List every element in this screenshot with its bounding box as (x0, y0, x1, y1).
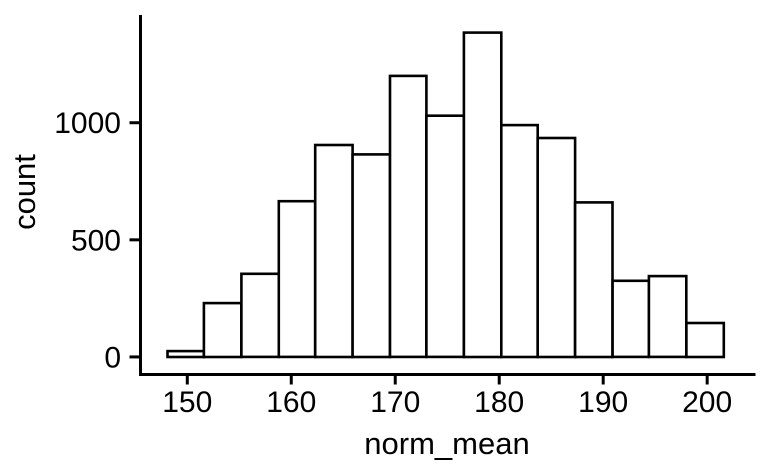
y-axis-title: count (7, 154, 42, 230)
y-tick-label: 500 (71, 224, 121, 257)
histogram-bar (277, 199, 317, 359)
x-tick-label: 170 (370, 386, 420, 419)
histogram-bar (536, 136, 577, 359)
histogram-bar (388, 74, 428, 359)
y-tick-label: 0 (104, 341, 121, 374)
histogram-bar (166, 349, 206, 359)
histogram-bar (685, 321, 726, 359)
histogram-bar (425, 114, 466, 359)
x-tick-label: 200 (682, 386, 732, 419)
y-tick-label: 1000 (54, 107, 121, 140)
histogram-bar (351, 153, 392, 359)
histogram-bar (240, 272, 281, 359)
x-tick-label: 160 (266, 386, 316, 419)
x-axis-title: norm_mean (364, 426, 529, 461)
histogram-bar (573, 201, 614, 359)
histogram-bar (202, 301, 243, 359)
y-axis: 0 500 1000 (54, 15, 142, 376)
histogram-bar (313, 143, 354, 359)
histogram-bar (647, 274, 688, 359)
bars-group (166, 31, 726, 359)
x-axis: 150 160 170 180 190 200 (139, 373, 756, 419)
histogram-bar (499, 123, 539, 359)
histogram-bar (611, 279, 651, 359)
x-tick-label: 180 (474, 386, 524, 419)
x-tick-label: 150 (162, 386, 212, 419)
histogram-bar (462, 31, 503, 359)
x-tick-label: 190 (578, 386, 628, 419)
